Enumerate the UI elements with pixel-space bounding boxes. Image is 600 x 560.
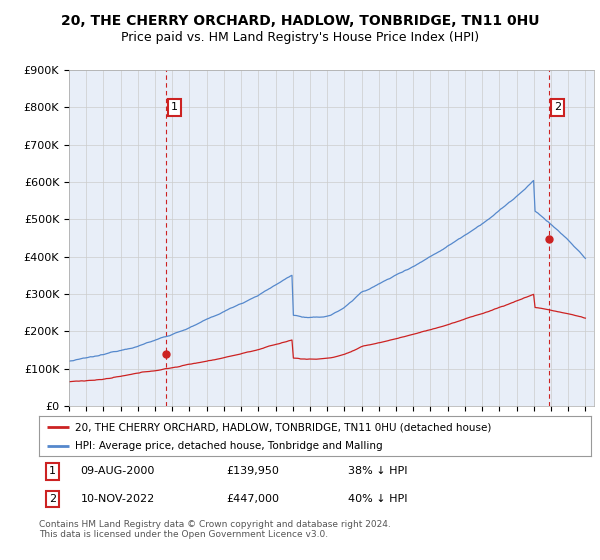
Text: 40% ↓ HPI: 40% ↓ HPI — [348, 494, 407, 504]
Text: 09-AUG-2000: 09-AUG-2000 — [80, 466, 155, 477]
Text: £447,000: £447,000 — [227, 494, 280, 504]
Text: 20, THE CHERRY ORCHARD, HADLOW, TONBRIDGE, TN11 0HU (detached house): 20, THE CHERRY ORCHARD, HADLOW, TONBRIDG… — [75, 422, 491, 432]
Text: 1: 1 — [49, 466, 56, 477]
Text: HPI: Average price, detached house, Tonbridge and Malling: HPI: Average price, detached house, Tonb… — [75, 441, 383, 451]
Text: £139,950: £139,950 — [227, 466, 280, 477]
Text: 38% ↓ HPI: 38% ↓ HPI — [348, 466, 407, 477]
Text: Contains HM Land Registry data © Crown copyright and database right 2024.
This d: Contains HM Land Registry data © Crown c… — [39, 520, 391, 539]
Text: 1: 1 — [171, 102, 178, 113]
Text: 2: 2 — [554, 102, 561, 113]
Text: 2: 2 — [49, 494, 56, 504]
Text: 10-NOV-2022: 10-NOV-2022 — [80, 494, 155, 504]
Text: Price paid vs. HM Land Registry's House Price Index (HPI): Price paid vs. HM Land Registry's House … — [121, 31, 479, 44]
Text: 20, THE CHERRY ORCHARD, HADLOW, TONBRIDGE, TN11 0HU: 20, THE CHERRY ORCHARD, HADLOW, TONBRIDG… — [61, 14, 539, 28]
